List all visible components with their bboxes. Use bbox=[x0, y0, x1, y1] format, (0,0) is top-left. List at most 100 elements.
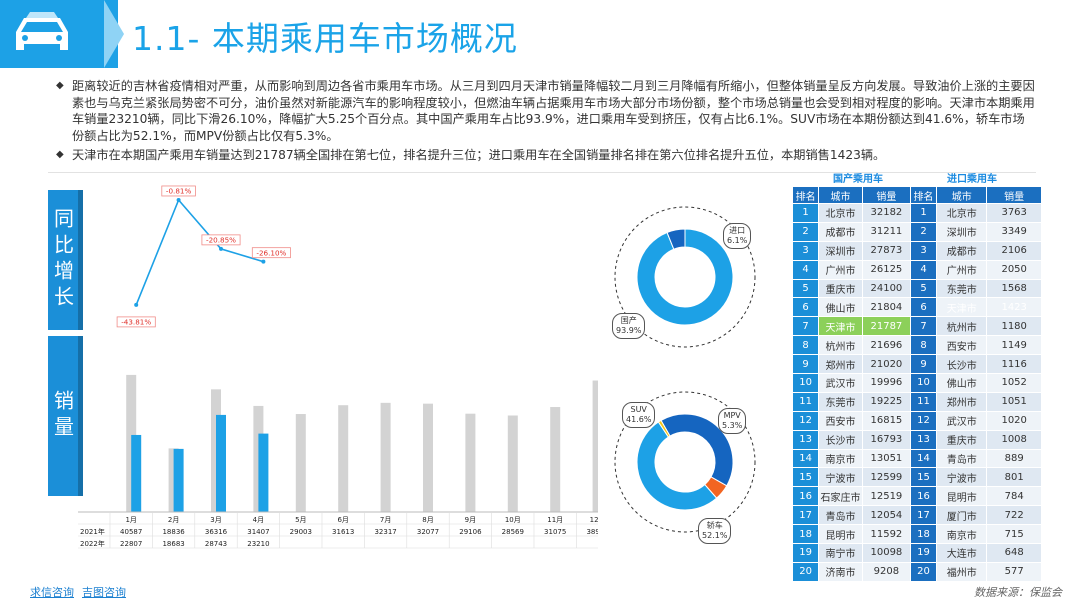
import-sales-cell: 1020 bbox=[986, 410, 1042, 431]
import-rank-cell: 16 bbox=[909, 486, 938, 507]
table-cell-2022: 23210 bbox=[247, 540, 269, 548]
import-rank-cell: 3 bbox=[909, 240, 938, 261]
dashed-ring bbox=[614, 391, 756, 533]
sales-cell: 12519 bbox=[861, 486, 911, 507]
import-rank-cell: 12 bbox=[909, 410, 938, 431]
ranking-row: 3 深圳市 27873 3 成都市 2106 bbox=[791, 240, 1042, 261]
sales-chart-svg: -43.81% -0.81% -20.85% -26.10% 1月 40587 22807 2… bbox=[78, 185, 598, 549]
import-sales-cell: 2106 bbox=[986, 240, 1042, 261]
yoy-label: -26.10% bbox=[256, 248, 286, 257]
origin-donut-svg bbox=[614, 206, 756, 348]
import-city-cell: 武汉市 bbox=[936, 410, 988, 431]
row-label: 2022年 bbox=[80, 539, 105, 548]
import-rank-cell: 7 bbox=[909, 316, 938, 337]
city-cell: 北京市 bbox=[818, 203, 863, 223]
rank-cell: 2 bbox=[791, 221, 820, 242]
footer-link-1[interactable]: 求信咨询 bbox=[30, 586, 74, 599]
sales-cell: 10098 bbox=[861, 543, 911, 563]
x-tick-label: 10月 bbox=[505, 516, 521, 524]
bar-2021 bbox=[380, 402, 391, 512]
ranking-row: 17 青岛市 12054 17 厦门市 722 bbox=[791, 505, 1042, 526]
bar-2021 bbox=[338, 405, 349, 512]
import-rank-cell: 2 bbox=[909, 221, 938, 242]
ranking-row: 13 长沙市 16793 13 重庆市 1008 bbox=[791, 429, 1042, 450]
suv-label: SUV 41.6% bbox=[622, 402, 656, 428]
dashed-ring bbox=[614, 206, 756, 348]
rank-cell: 4 bbox=[791, 259, 820, 280]
yoy-line bbox=[135, 198, 264, 306]
table-cell-2021: 31613 bbox=[332, 528, 354, 536]
import-sales-cell: 3349 bbox=[986, 221, 1042, 242]
import-city-cell: 杭州市 bbox=[936, 316, 988, 337]
x-tick-label: 1月 bbox=[125, 516, 136, 524]
sales-cell: 21020 bbox=[861, 354, 911, 375]
city-cell: 天津市 bbox=[818, 316, 863, 337]
import-sales-cell: 1180 bbox=[986, 316, 1042, 337]
bullet-text: 距离较近的吉林省疫情相对严重，从而影响到周边各省市乘用车市场。从三月到四月天津市… bbox=[72, 79, 1035, 143]
import-name: 进口 bbox=[729, 226, 746, 235]
ranking-row: 5 重庆市 24100 5 东莞市 1568 bbox=[791, 278, 1042, 299]
yoy-label-box bbox=[251, 247, 291, 259]
rank-cell: 7 bbox=[791, 316, 820, 337]
x-tick-label: 2月 bbox=[168, 516, 179, 524]
donut-slice-轿车 bbox=[636, 421, 718, 511]
rank-cell: 15 bbox=[791, 467, 820, 488]
ranking-row: 7 天津市 21787 7 杭州市 1180 bbox=[791, 316, 1042, 337]
ranking-row: 6 佛山市 21804 6 天津市 1423 bbox=[791, 297, 1042, 318]
import-sales-cell: 1423 bbox=[986, 297, 1042, 318]
rank-cell: 11 bbox=[791, 391, 820, 412]
import-city-cell: 东莞市 bbox=[936, 278, 988, 299]
yoy-label: -0.81% bbox=[166, 187, 192, 196]
header-sales-import: 销量 bbox=[986, 186, 1042, 204]
import-sales-cell: 3763 bbox=[986, 203, 1042, 223]
yoy-label: -43.81% bbox=[121, 317, 151, 326]
yoy-label-box bbox=[161, 185, 196, 197]
sales-cell: 11592 bbox=[861, 524, 911, 545]
sales-cell: 16793 bbox=[861, 429, 911, 450]
import-rank-cell: 11 bbox=[909, 391, 938, 412]
mpv-name: MPV bbox=[723, 411, 741, 420]
rank-cell: 12 bbox=[791, 410, 820, 431]
rank-cell: 8 bbox=[791, 335, 820, 356]
bar-2021 bbox=[550, 407, 561, 512]
x-tick-label: 5月 bbox=[295, 516, 306, 524]
sales-cell: 19996 bbox=[861, 373, 911, 393]
bar-2021 bbox=[126, 374, 137, 512]
import-rank-cell: 6 bbox=[909, 297, 938, 318]
import-rank-cell: 10 bbox=[909, 373, 938, 393]
import-city-cell: 青岛市 bbox=[936, 448, 988, 469]
footer-link-2[interactable]: 吉图咨询 bbox=[82, 586, 126, 599]
import-sales-cell: 2050 bbox=[986, 259, 1042, 280]
import-city-cell: 昆明市 bbox=[936, 486, 988, 507]
city-cell: 东莞市 bbox=[818, 391, 863, 412]
import-sales-cell: 1051 bbox=[986, 391, 1042, 412]
header-chevron-light bbox=[104, 0, 124, 68]
sales-cell: 27873 bbox=[861, 240, 911, 261]
import-sales-cell: 1052 bbox=[986, 373, 1042, 393]
mpv-pct: 5.3% bbox=[722, 421, 743, 430]
city-cell: 宁波市 bbox=[818, 467, 863, 488]
import-city-cell: 北京市 bbox=[936, 203, 988, 223]
x-tick-label: 9月 bbox=[465, 516, 476, 524]
x-tick-label: 11月 bbox=[547, 516, 563, 524]
bullet-item: ◆ 天津市在本期国产乘用车销量达到21787辆全国排在第七位，排名提升三位；进口… bbox=[56, 147, 1036, 164]
data-source: 数据来源：保监会 bbox=[974, 586, 1062, 599]
rank-cell: 3 bbox=[791, 240, 820, 261]
ranking-row: 10 武汉市 19996 10 佛山市 1052 bbox=[791, 373, 1042, 393]
yoy-point bbox=[176, 197, 181, 202]
header-rank-import: 排名 bbox=[909, 186, 938, 204]
header-rank: 排名 bbox=[791, 186, 820, 204]
city-cell: 重庆市 bbox=[818, 278, 863, 299]
suv-pct: 41.6% bbox=[626, 415, 652, 424]
import-sales-cell: 1149 bbox=[986, 335, 1042, 356]
ranking-row: 15 宁波市 12599 15 宁波市 801 bbox=[791, 467, 1042, 488]
import-city-cell: 福州市 bbox=[936, 561, 988, 582]
import-city-cell: 郑州市 bbox=[936, 391, 988, 412]
import-rank-cell: 8 bbox=[909, 335, 938, 356]
suv-name: SUV bbox=[630, 405, 647, 414]
divider bbox=[48, 172, 1036, 173]
city-cell: 南京市 bbox=[818, 448, 863, 469]
table-cell-2021: 28569 bbox=[502, 528, 524, 536]
bar-2021 bbox=[507, 415, 518, 512]
x-tick-label: 8月 bbox=[422, 516, 433, 524]
